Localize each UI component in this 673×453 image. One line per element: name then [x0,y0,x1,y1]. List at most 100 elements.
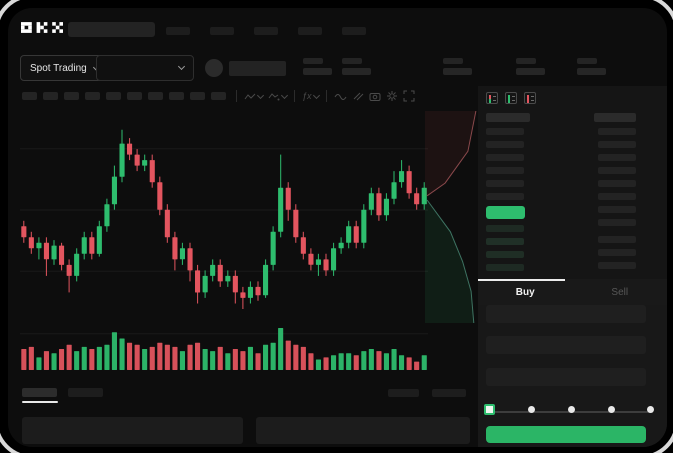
timeframe-chip-skeleton[interactable] [43,92,58,100]
tab-buy[interactable]: Buy [515,286,535,298]
orderbook-amount-header-skeleton [594,113,636,122]
orders-filter-skeleton[interactable] [388,389,419,397]
chevron-down-icon [280,91,289,99]
amount-row-skeleton [598,193,636,200]
order-form [478,305,667,447]
amount-row-skeleton [598,154,636,161]
draw-icon[interactable] [352,90,364,102]
amount-row-skeleton [598,180,636,187]
candlestick-chart[interactable] [20,108,428,380]
market-stat-skeleton [516,58,545,75]
active-tab-indicator [478,279,565,281]
bid-row-skeleton [486,264,524,271]
ask-row-skeleton [486,154,524,161]
timeframe-chip-skeleton[interactable] [106,92,121,100]
timeframe-chip-skeleton[interactable] [64,92,79,100]
nav-item-skeleton [254,27,278,35]
timeframe-chip-skeleton[interactable] [148,92,163,100]
fx-glyph: ƒx [302,91,312,101]
screenshot-icon[interactable] [369,91,381,102]
tab-sell[interactable]: Sell [611,286,629,298]
orders-tab-skeleton-active[interactable] [22,388,57,397]
market-stat-skeleton [303,58,332,75]
book-buy-view-icon[interactable] [505,92,517,104]
slider-dot-100[interactable] [647,406,654,413]
total-field-skeleton[interactable] [486,368,646,386]
market-stat-skeleton [342,58,371,75]
app-window: Spot Trading ƒx [8,8,667,447]
orders-tab-skeleton[interactable] [68,388,103,397]
divider [325,90,327,102]
book-sell-view-icon[interactable] [524,92,536,104]
orderbook-amount-rows-top [598,128,636,226]
nav-item-skeleton [210,27,234,35]
bid-mark [508,95,510,103]
amount-row-skeleton [598,167,636,174]
nav-item-skeleton [342,27,366,35]
ask-row-skeleton [486,128,524,135]
orderbook-amount-rows-bottom [598,236,636,269]
settings-icon[interactable] [386,90,398,102]
chevron-down-icon [256,91,265,99]
slider-dot-75[interactable] [608,406,615,413]
slider-dot-50[interactable] [568,406,575,413]
amount-row-skeleton [598,141,636,148]
amount-row-skeleton [598,128,636,135]
indicators-icon[interactable]: ƒx [302,91,320,101]
nav-item-skeleton [298,27,322,35]
ask-row-skeleton [486,141,524,148]
timeframe-chip-skeleton[interactable] [190,92,205,100]
amount-field-skeleton[interactable] [486,336,646,354]
buy-submit-button[interactable] [486,426,646,443]
last-price-badge[interactable] [486,206,525,219]
divider [294,90,295,102]
search-bar-skeleton[interactable] [68,22,155,37]
slider-dot-25[interactable] [528,406,535,413]
amount-slider-handle[interactable] [484,404,495,415]
timeframe-chip-skeleton[interactable] [22,92,37,100]
orders-filter-skeleton[interactable] [432,389,466,397]
ask-row-skeleton [486,180,524,187]
timeframe-chip-skeleton[interactable] [127,92,142,100]
timeframe-chip-skeleton[interactable] [85,92,100,100]
bid-row-skeleton [486,225,524,232]
bid-row-skeleton [486,238,524,245]
chevron-down-icon [177,62,186,71]
okx-logo-icon[interactable] [21,22,63,33]
wave-icon[interactable] [334,91,347,102]
chart-tools: ƒx [234,88,415,104]
orderbook-bid-rows [486,225,524,271]
orderbook-price-header-skeleton [486,113,530,122]
amount-row-skeleton [598,206,636,213]
ask-row-skeleton [486,193,524,200]
ask-row-skeleton [486,167,524,174]
market-stat-skeleton [443,58,472,75]
chevron-down-icon [312,91,320,99]
divider [236,90,237,102]
timeframe-chip-skeleton[interactable] [169,92,184,100]
order-side-tabs: Buy Sell [478,279,667,305]
amount-row-skeleton [598,249,636,256]
coin-avatar [205,59,223,77]
order-panel: Buy Sell [478,86,667,447]
book-split-view-icon[interactable] [486,92,498,104]
price-field-skeleton[interactable] [486,305,646,323]
active-tab-underline [22,401,58,403]
fullscreen-icon[interactable] [403,90,415,102]
pair-name-skeleton [229,61,286,76]
orderbook-view-switcher [486,92,536,104]
timeframe-chip-skeleton[interactable] [211,92,226,100]
amount-row-skeleton [598,219,636,226]
depth-chart[interactable] [425,111,478,323]
bid-row-skeleton [486,251,524,258]
market-stat-skeleton [577,58,606,75]
orders-table-skeleton [22,417,243,444]
market-type-label: Spot Trading [30,62,87,74]
compare-icon[interactable] [268,91,289,102]
pair-selector[interactable] [96,55,194,81]
orderbook-ask-rows [486,128,524,200]
chart-type-icon[interactable] [244,91,265,102]
amount-row-skeleton [598,262,636,269]
ask-mark [489,95,491,99]
